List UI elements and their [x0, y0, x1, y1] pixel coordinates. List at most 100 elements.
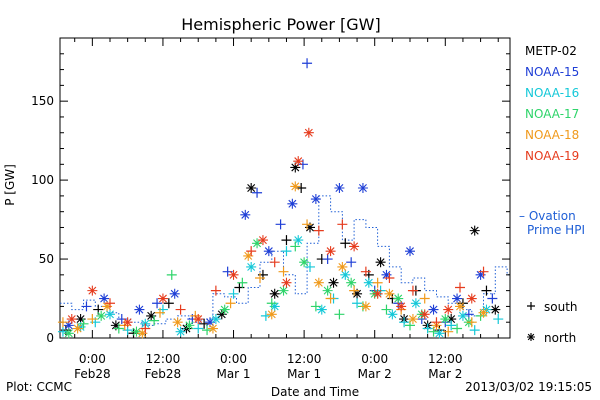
data-point-north: [193, 314, 204, 325]
legend-entry-noaa-18: NOAA-18: [525, 128, 579, 142]
data-point-south: [443, 326, 454, 337]
data-point-north: [372, 288, 383, 299]
data-point-south: [81, 301, 92, 312]
data-point-north: [72, 323, 83, 334]
data-point-south: [446, 320, 457, 331]
data-point-south: [202, 325, 213, 336]
data-point-south: [296, 183, 307, 193]
data-point-north: [87, 285, 98, 296]
legend-ovation-line2: Prime HPI: [527, 223, 585, 237]
data-point-south: [252, 187, 263, 198]
data-point-south: [349, 285, 360, 296]
data-point-north: [396, 301, 407, 312]
data-point-south: [255, 273, 265, 283]
data-point-south: [237, 277, 248, 288]
legend-entry-metp-02: METP-02: [525, 44, 577, 58]
data-point-north: [287, 198, 298, 209]
x-tick-label-time: 0:00: [220, 352, 247, 366]
data-point-north: [375, 257, 386, 268]
data-point-south: [466, 317, 477, 328]
data-point-north: [96, 310, 107, 321]
data-point-north: [407, 314, 418, 325]
data-point-north: [257, 235, 268, 246]
data-point-north: [440, 314, 451, 325]
x-axis-label: Date and Time: [271, 385, 359, 399]
data-point-south: [302, 58, 313, 69]
data-point-north: [240, 209, 251, 220]
data-point-north: [63, 320, 74, 331]
data-point-south: [140, 323, 151, 334]
data-point-south: [407, 285, 418, 296]
data-point-south: [422, 323, 433, 334]
x-tick-label-date: Feb28: [145, 367, 182, 381]
data-point-south: [334, 309, 345, 320]
data-point-south: [481, 285, 492, 296]
data-point-south: [290, 241, 301, 252]
data-point-south: [431, 317, 442, 328]
data-point-south: [340, 238, 351, 249]
data-point-north: [246, 183, 257, 193]
data-point-south: [163, 298, 174, 309]
legend: METP-02 NOAA-15 NOAA-16 NOAA-17 NOAA-18 NOAA-…: [519, 44, 585, 345]
data-point-north: [384, 288, 395, 299]
data-point-south: [478, 266, 489, 277]
data-point-north: [210, 314, 221, 325]
legend-ovation-line1: – Ovation: [519, 209, 576, 223]
data-point-north: [478, 307, 489, 318]
data-point-south: [193, 323, 204, 334]
data-point-north: [303, 127, 314, 138]
data-point-south: [455, 282, 465, 293]
data-point-north: [246, 261, 257, 272]
data-point-north: [405, 246, 415, 257]
data-point-south: [57, 326, 68, 337]
footer-timestamp: 2013/03/02 19:15:05: [465, 380, 592, 394]
data-point-north: [134, 304, 145, 315]
legend-north-label: north: [544, 331, 576, 345]
data-point-south: [305, 261, 315, 272]
data-point-north: [475, 269, 486, 280]
data-point-north: [363, 277, 374, 288]
data-point-south: [275, 219, 286, 230]
x-tick-label-time: 0:00: [361, 352, 388, 366]
data-point-south: [419, 293, 430, 304]
data-point-north: [66, 314, 77, 325]
data-point-north: [175, 326, 186, 337]
data-point-north: [219, 304, 230, 315]
data-point-north: [172, 317, 183, 328]
data-point-north: [466, 293, 477, 304]
data-point-south: [302, 219, 313, 230]
x-tick-label-time: 12:00: [428, 352, 463, 366]
data-point-south: [149, 315, 160, 326]
data-point-south: [199, 318, 210, 329]
data-point-south: [372, 277, 383, 288]
x-tick-label-time: 12:00: [146, 352, 181, 366]
data-point-north: [207, 323, 218, 334]
data-point-south: [281, 246, 292, 257]
data-point-north: [122, 317, 133, 328]
data-point-north: [290, 181, 301, 192]
data-point-south: [155, 307, 165, 318]
data-point-north: [216, 309, 227, 320]
data-point-north: [293, 156, 304, 167]
ovation-hpi-line: [60, 195, 510, 326]
data-point-south: [225, 298, 236, 309]
data-point-north: [316, 304, 327, 315]
data-point-north: [419, 309, 430, 320]
data-point-north: [266, 309, 277, 320]
data-point-north: [75, 314, 86, 325]
data-point-north: [322, 285, 333, 296]
data-point-north: [328, 277, 339, 288]
x-tick-label-time: 0:00: [79, 352, 106, 366]
data-point-north: [337, 261, 348, 272]
series-noaa-19: [66, 127, 489, 334]
footer-source: Plot: CCMC: [6, 380, 72, 394]
data-point-south: [105, 298, 115, 309]
data-point-north: [434, 328, 445, 339]
y-tick-label: 100: [31, 173, 54, 187]
data-point-north: [469, 225, 480, 236]
data-point-north: [184, 320, 195, 331]
legend-entry-noaa-16: NOAA-16: [525, 86, 579, 100]
legend-entry-noaa-17: NOAA-17: [525, 107, 579, 121]
